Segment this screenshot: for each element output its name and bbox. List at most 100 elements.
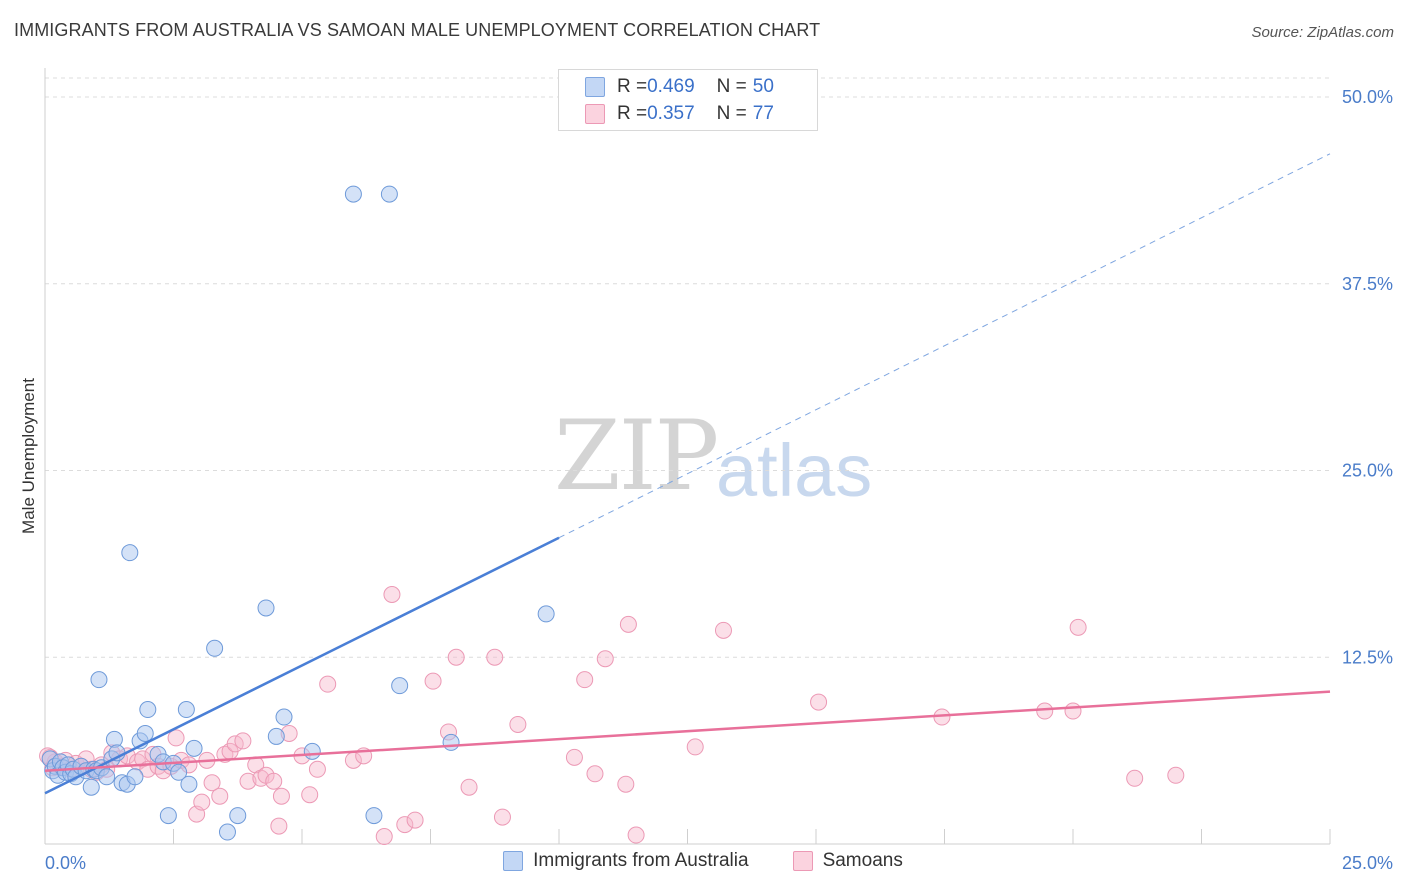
- samoans-point: [486, 648, 504, 666]
- samoans-point: [1126, 769, 1144, 787]
- samoans-point: [319, 675, 337, 693]
- legend-row-australia: R = 0.469 N = 50: [585, 75, 774, 99]
- australia-point: [121, 544, 139, 562]
- legend-r-value: 0.469: [647, 76, 695, 97]
- samoans-point: [234, 732, 252, 750]
- samoans-trendline: [44, 690, 1331, 773]
- legend-r-value: 0.357: [647, 103, 695, 124]
- australia-point: [391, 677, 409, 695]
- legend-swatch-pink: [792, 851, 813, 871]
- y-tick-label: 25.0%: [1342, 461, 1393, 481]
- australia-point: [185, 739, 203, 757]
- australia-point: [365, 807, 383, 825]
- axes: [44, 68, 1331, 845]
- samoans-point: [686, 738, 704, 756]
- legend-label-samoans: Samoans: [822, 850, 903, 871]
- legend-swatch-pink: [585, 104, 605, 124]
- australia-point: [303, 742, 321, 760]
- australia-trendline-extension: [558, 153, 1331, 539]
- x-tick-label: 25.0%: [1342, 853, 1393, 873]
- samoans-point: [565, 748, 583, 766]
- y-tick-label: 37.5%: [1342, 274, 1393, 294]
- trendlines: [44, 153, 1331, 795]
- australia-point: [442, 733, 460, 751]
- australia-point: [98, 768, 116, 786]
- australia-points: [41, 185, 555, 841]
- samoans-point: [576, 671, 594, 689]
- samoans-point: [1064, 702, 1082, 720]
- samoans-point: [272, 787, 290, 805]
- samoans-point: [167, 729, 185, 747]
- australia-point: [206, 639, 224, 657]
- samoans-point: [1036, 702, 1054, 720]
- legend-swatch-blue: [585, 77, 605, 97]
- samoans-point: [586, 765, 604, 783]
- samoans-points: [39, 586, 1185, 846]
- source-label: Source: ZipAtlas.com: [1251, 24, 1394, 41]
- samoans-point: [1069, 618, 1087, 636]
- samoans-point: [383, 586, 401, 604]
- australia-point: [344, 185, 362, 203]
- australia-point: [159, 807, 177, 825]
- chart-title: IMMIGRANTS FROM AUSTRALIA VS SAMOAN MALE…: [14, 20, 821, 40]
- y-tick-label: 12.5%: [1342, 647, 1393, 667]
- samoans-point: [406, 811, 424, 829]
- australia-point: [170, 763, 188, 781]
- samoans-point: [627, 826, 645, 844]
- stats-legend: R = 0.469 N = 50 R = 0.357 N = 77: [558, 69, 818, 131]
- samoans-point: [239, 772, 257, 790]
- samoans-point: [265, 772, 283, 790]
- legend-item-samoans[interactable]: Samoans: [792, 850, 903, 872]
- australia-point: [380, 185, 398, 203]
- australia-point: [126, 768, 144, 786]
- samoans-point: [1167, 766, 1185, 784]
- legend-r-label: R =: [617, 103, 648, 124]
- samoans-point: [252, 769, 270, 787]
- australia-point: [218, 823, 236, 841]
- x-tick-label: 0.0%: [45, 853, 86, 873]
- legend-n-value: 50: [752, 76, 774, 97]
- australia-point: [267, 727, 285, 745]
- samoans-point: [810, 693, 828, 711]
- samoans-point: [509, 715, 527, 733]
- samoans-point: [375, 828, 393, 846]
- samoans-point: [460, 778, 478, 796]
- legend-swatch-blue: [503, 851, 524, 871]
- samoans-point: [270, 817, 288, 835]
- legend-row-samoans: R = 0.357 N = 77: [585, 102, 774, 126]
- watermark-zip: ZIP: [554, 400, 719, 512]
- australia-point: [229, 807, 247, 825]
- legend-n-label: N =: [716, 103, 747, 124]
- australia-point: [537, 605, 555, 623]
- samoans-point: [193, 793, 211, 811]
- australia-point: [90, 671, 108, 689]
- legend-n-label: N =: [716, 76, 747, 97]
- samoans-point: [619, 615, 637, 633]
- y-tick-label: 50.0%: [1342, 87, 1393, 107]
- legend-r-label: R =: [617, 76, 648, 97]
- australia-point: [82, 778, 100, 796]
- samoans-point: [308, 760, 326, 778]
- y-axis-label: Male Unemployment: [19, 378, 38, 534]
- samoans-point: [493, 808, 511, 826]
- series-legend: Immigrants from Australia Samoans: [0, 850, 1406, 872]
- legend-item-australia[interactable]: Immigrants from Australia: [503, 850, 749, 872]
- australia-trendline: [44, 536, 560, 795]
- samoans-point: [596, 650, 614, 668]
- gridlines: [45, 77, 1330, 658]
- samoans-point: [134, 750, 152, 768]
- samoans-point: [447, 648, 465, 666]
- samoans-point: [617, 775, 635, 793]
- australia-point: [139, 701, 157, 719]
- australia-point: [275, 708, 293, 726]
- samoans-point: [396, 816, 414, 834]
- australia-point: [136, 724, 154, 742]
- tick-labels: 12.5% 25.0% 37.5% 50.0% 0.0% 25.0%: [45, 87, 1393, 873]
- australia-point: [180, 775, 198, 793]
- samoans-point: [203, 774, 221, 792]
- legend-label-australia: Immigrants from Australia: [533, 850, 749, 871]
- samoans-point: [211, 787, 229, 805]
- australia-point: [257, 599, 275, 617]
- samoans-point: [301, 786, 319, 804]
